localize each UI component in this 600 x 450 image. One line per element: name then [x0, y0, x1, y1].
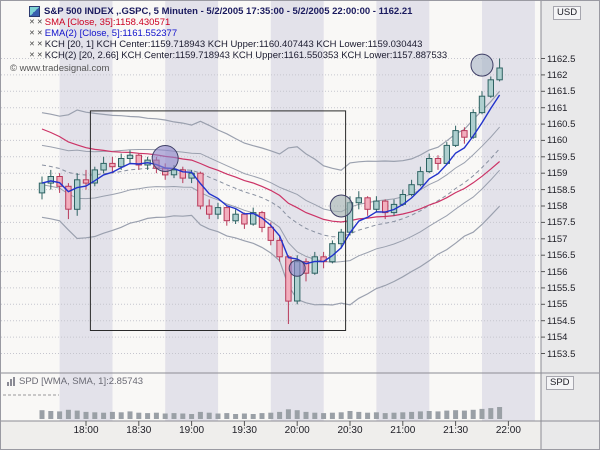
price-tick-label: 1162	[547, 69, 568, 81]
time-tick-label: 19:30	[231, 425, 257, 436]
chart-legend: S&P 500 INDEX ,.GSPC, 5 Minuten - 5/2/20…	[29, 6, 447, 61]
legend-row-sma: ✕ ✕ SMA [Close, 35]:1158.430571	[29, 17, 447, 28]
chart-title-row: S&P 500 INDEX ,.GSPC, 5 Minuten - 5/2/20…	[29, 6, 447, 17]
copyright-notice: © www.tradesignal.com	[10, 63, 110, 74]
remove-indicator-icon[interactable]: ✕	[29, 41, 35, 48]
price-tick-label: 1153.5	[547, 348, 576, 360]
price-tick-label: 1155	[547, 299, 568, 311]
price-tick-label: 1154	[547, 332, 568, 344]
price-tick-label: 1159.5	[547, 151, 576, 163]
price-tick-label: 1160.5	[547, 119, 576, 131]
currency-axis-label: USD	[553, 6, 582, 20]
price-tick-label: 1160	[547, 135, 568, 147]
remove-indicator-icon[interactable]: ✕	[36, 19, 43, 26]
legend-row-kch2: ✕ ✕ KCH(2) [20, 2.66] KCH Center:1159.71…	[29, 50, 447, 61]
price-tick-label: 1157	[547, 233, 568, 245]
price-tick-label: 1155.5	[547, 282, 576, 294]
spd-legend: SPD [WMA, SMA, 1]:2.85743	[7, 376, 143, 387]
price-tick-label: 1159	[547, 168, 568, 180]
time-tick-label: 21:00	[390, 425, 416, 436]
price-tick-label: 1162.5	[547, 53, 576, 65]
time-tick-label: 18:00	[73, 425, 99, 436]
instrument-icon	[29, 6, 40, 17]
price-tick-label: 1158	[547, 201, 568, 212]
chart-title: S&P 500 INDEX ,.GSPC, 5 Minuten - 5/2/20…	[44, 6, 413, 17]
price-tick-label: 1154.5	[547, 315, 576, 327]
histogram-icon	[7, 377, 15, 386]
spd-legend-text: SPD [WMA, SMA, 1]:2.85743	[19, 376, 144, 387]
price-tick-label: 1161	[547, 102, 568, 114]
legend-row-kch1: ✕ ✕ KCH [20, 1] KCH Center:1159.718943 K…	[29, 39, 447, 50]
ema-legend-text: EMA(2) [Close, 5]:1161.552377	[44, 28, 178, 39]
remove-indicator-icon[interactable]: ✕	[36, 41, 43, 48]
time-tick-label: 19:00	[179, 425, 205, 436]
price-tick-label: 1156	[547, 266, 568, 278]
kch1-legend-text: KCH [20, 1] KCH Center:1159.718943 KCH U…	[44, 39, 423, 50]
price-tick-label: 1158.5	[547, 184, 576, 196]
price-tick-label: 1156.5	[547, 250, 576, 262]
price-tick-label: 1157.5	[547, 217, 576, 229]
time-tick-label: 20:00	[284, 425, 310, 436]
spd-axis-label: SPD	[546, 376, 574, 390]
time-tick-label: 20:30	[337, 425, 363, 436]
remove-indicator-icon[interactable]: ✕	[29, 19, 35, 26]
legend-row-ema: ✕ ✕ EMA(2) [Close, 5]:1161.552377	[29, 28, 447, 39]
remove-indicator-icon[interactable]: ✕	[36, 52, 43, 59]
sma-legend-text: SMA [Close, 35]:1158.430571	[44, 17, 171, 28]
remove-indicator-icon[interactable]: ✕	[29, 52, 35, 59]
time-tick-label: 18:30	[126, 425, 152, 436]
remove-indicator-icon[interactable]: ✕	[29, 30, 35, 37]
time-tick-label: 22:00	[495, 425, 521, 436]
time-tick-label: 21:30	[443, 425, 469, 436]
price-tick-label: 1161.5	[547, 86, 576, 98]
remove-indicator-icon[interactable]: ✕	[36, 30, 43, 37]
kch2-legend-text: KCH(2) [20, 2.66] KCH Center:1159.718943…	[44, 50, 448, 61]
